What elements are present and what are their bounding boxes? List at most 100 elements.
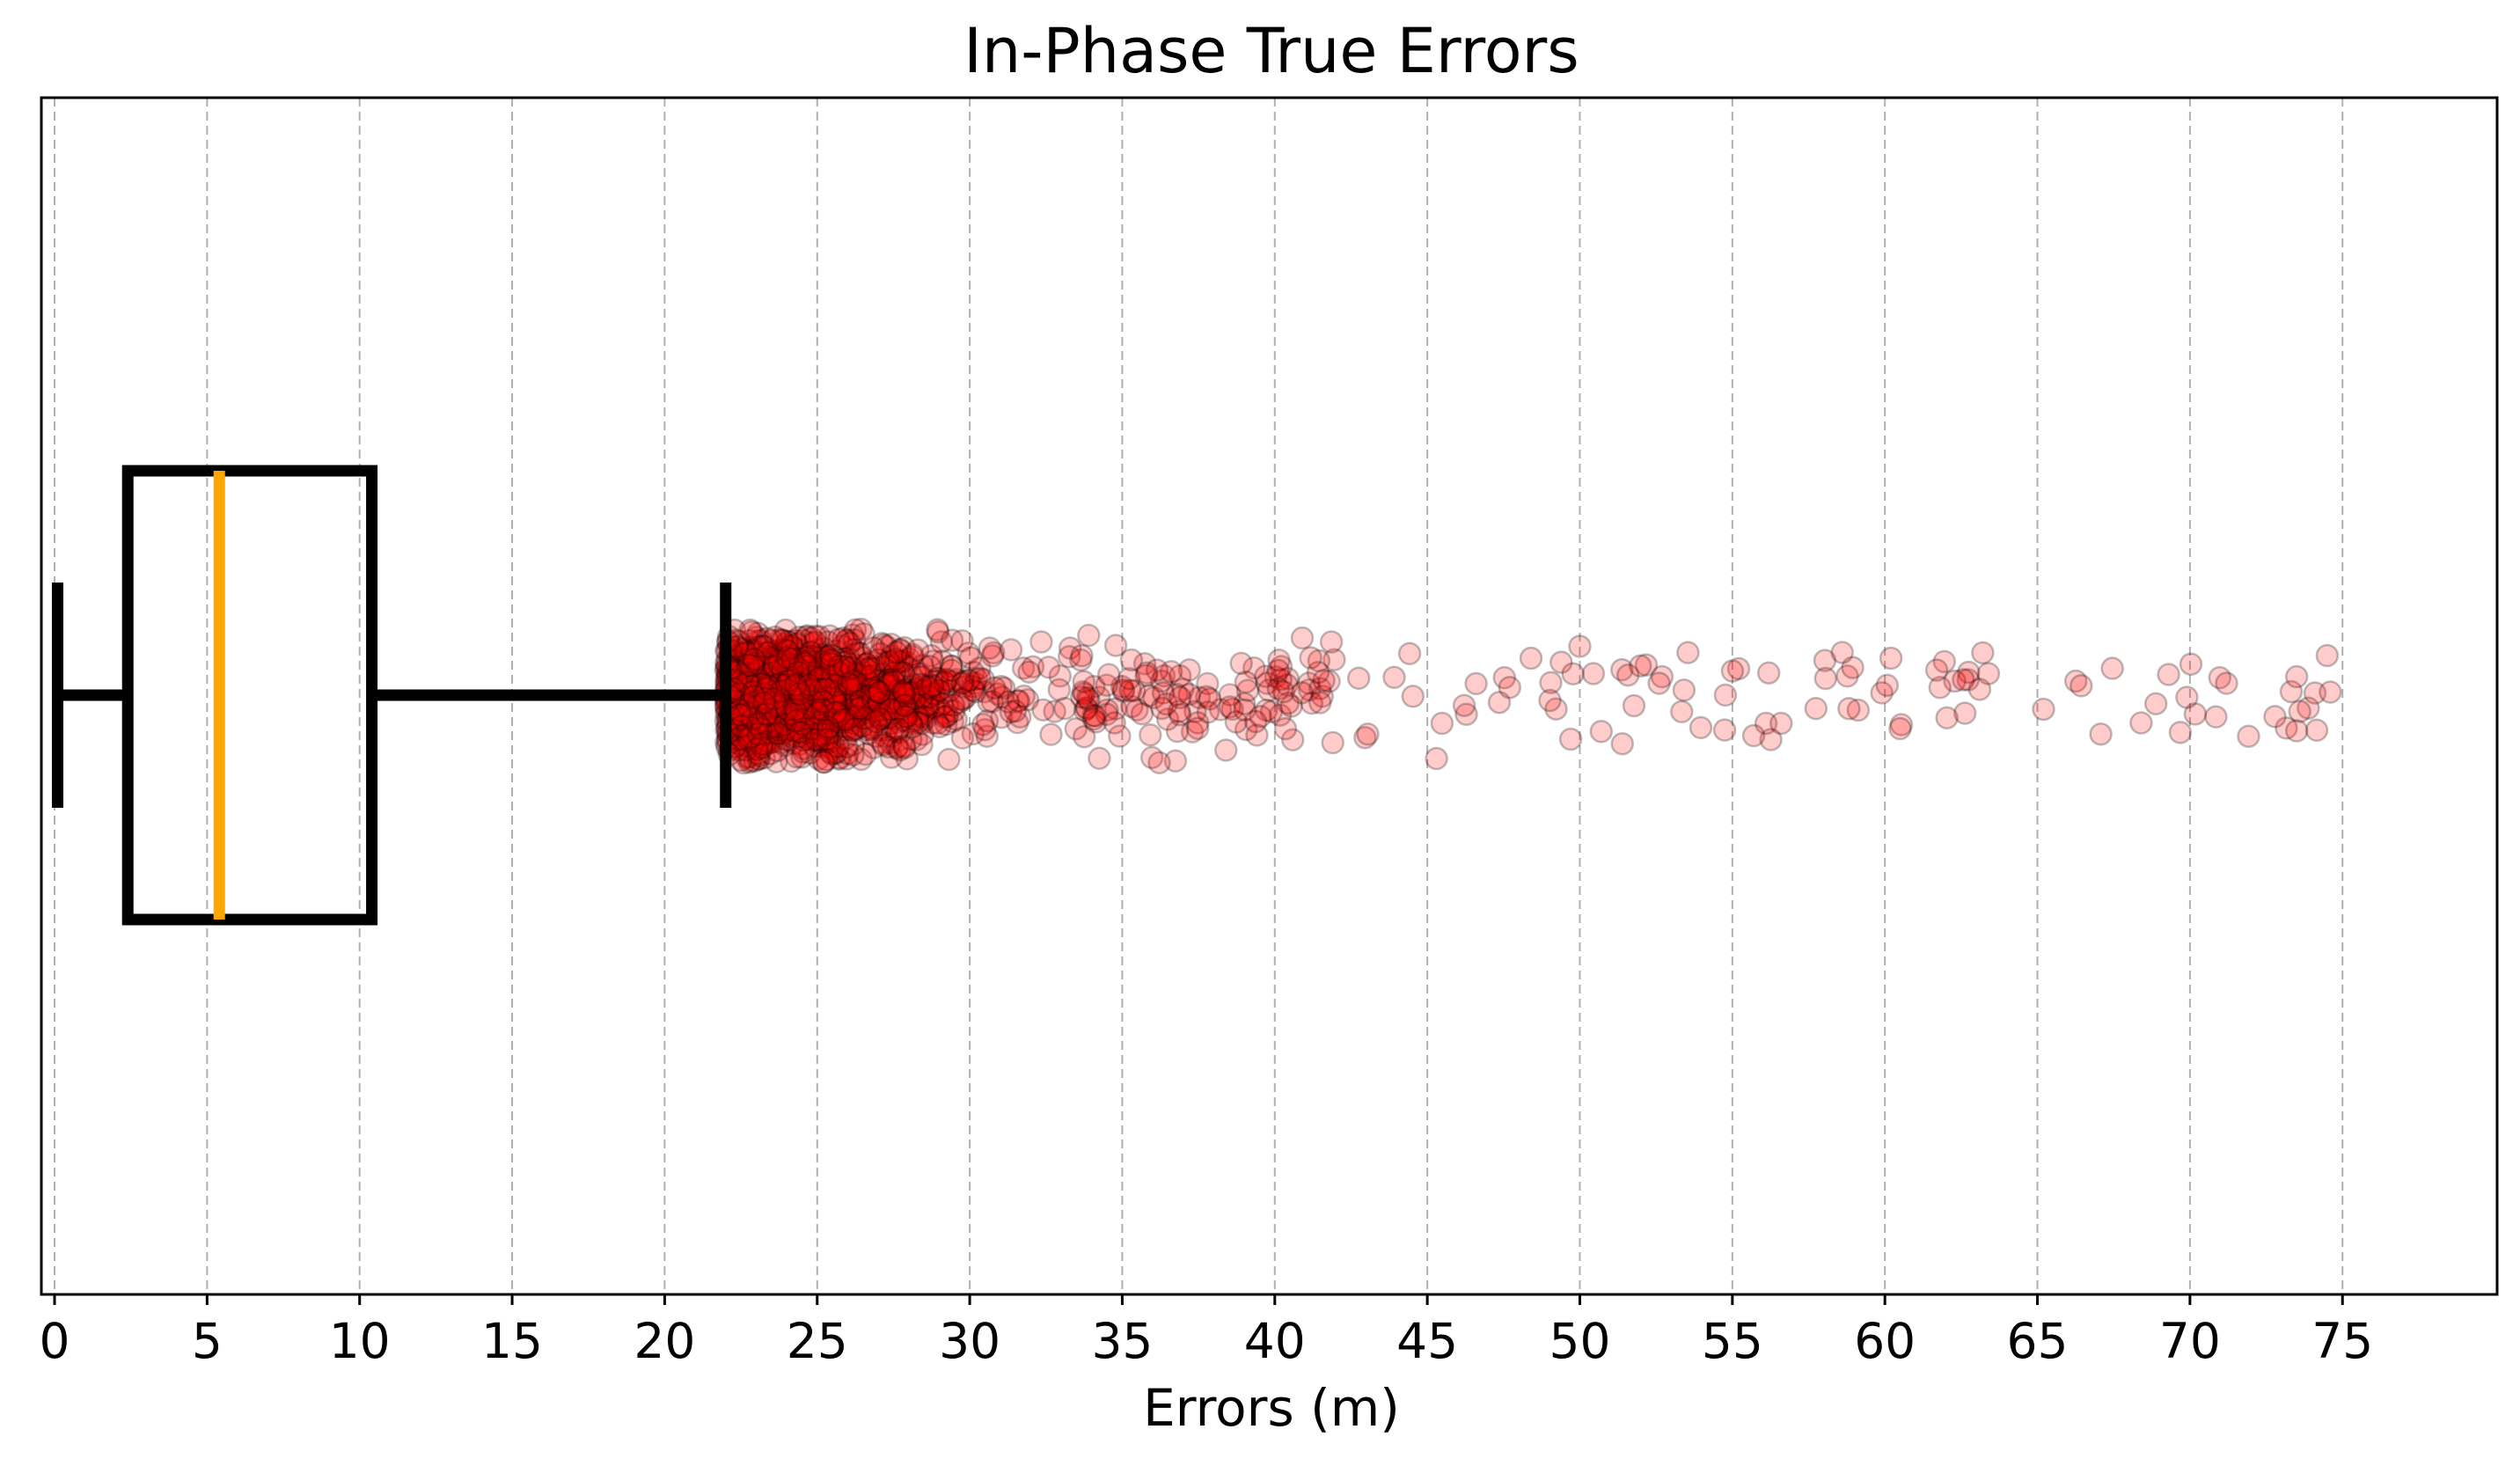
outlier-point	[837, 688, 861, 712]
outlier-point	[846, 698, 871, 722]
outlier-point	[770, 693, 795, 717]
outlier-point	[809, 693, 833, 716]
outlier-point	[818, 699, 843, 723]
outlier-point	[766, 670, 790, 693]
outlier-point	[1077, 688, 1101, 712]
outlier-point	[807, 685, 831, 709]
outlier-point	[888, 737, 912, 762]
outlier-point	[1943, 669, 1967, 693]
outlier-point	[806, 699, 830, 722]
outlier-point	[865, 694, 890, 718]
outlier-point	[774, 656, 799, 681]
outlier-point	[752, 683, 777, 707]
outlier-point	[758, 678, 782, 701]
outlier-point	[1741, 723, 1766, 748]
outlier-point	[900, 645, 925, 669]
outlier-point	[1273, 716, 1298, 741]
outlier-point	[775, 698, 799, 722]
outlier-point	[752, 746, 776, 770]
outlier-point	[2319, 680, 2342, 704]
outlier-point	[817, 624, 842, 648]
outlier-point	[766, 728, 790, 751]
outlier-point	[846, 641, 869, 665]
outlier-point	[732, 652, 756, 676]
outlier-point	[733, 702, 758, 726]
outlier-point	[758, 680, 783, 705]
outlier-point	[759, 681, 784, 705]
outlier-point	[742, 659, 766, 683]
outlier-point	[850, 663, 875, 688]
outlier-point	[766, 722, 789, 745]
outlier-point	[937, 747, 961, 772]
outlier-point	[2263, 705, 2287, 729]
outlier-point	[741, 697, 765, 721]
outlier-point	[850, 694, 875, 719]
outlier-point	[809, 685, 834, 709]
outlier-point	[796, 663, 820, 687]
outlier-point	[1382, 665, 1406, 690]
outlier-point	[881, 649, 905, 673]
outlier-point	[766, 691, 791, 715]
outlier-point	[762, 691, 787, 715]
x-tick-label: 35	[1091, 1313, 1153, 1369]
outlier-point	[862, 655, 887, 678]
outlier-point	[763, 654, 788, 678]
outlier-point	[884, 640, 909, 664]
outlier-point	[782, 706, 806, 730]
outlier-point	[825, 695, 850, 719]
outlier-point	[766, 681, 790, 705]
outlier-point	[751, 686, 776, 710]
outlier-point	[796, 713, 820, 737]
outlier-point	[732, 687, 756, 712]
outlier-point	[1841, 656, 1864, 679]
outlier-point	[861, 678, 886, 702]
outlier-point	[900, 681, 924, 705]
outlier-point	[779, 654, 802, 678]
outlier-point	[766, 693, 789, 718]
outlier-point	[802, 703, 826, 728]
outlier-point	[750, 678, 773, 702]
outlier-point	[758, 670, 782, 694]
outlier-point	[781, 719, 805, 743]
outlier-point	[842, 627, 867, 652]
outlier-point	[738, 695, 762, 719]
outlier-point	[824, 698, 848, 722]
outlier-point	[755, 715, 780, 739]
x-tick-label: 65	[2007, 1313, 2069, 1369]
outlier-point	[809, 722, 833, 746]
outlier-point	[730, 715, 754, 739]
outlier-point	[837, 647, 861, 671]
outlier-point	[2100, 656, 2124, 680]
outlier-point	[818, 658, 843, 683]
outlier-point	[1558, 727, 1583, 751]
outlier-point	[756, 715, 780, 739]
outlier-point	[828, 680, 853, 704]
outlier-point	[1492, 665, 1517, 690]
outlier-point	[739, 636, 764, 661]
outlier-point	[823, 689, 846, 713]
outlier-point	[736, 678, 760, 703]
outlier-point	[771, 674, 795, 699]
outlier-point	[876, 692, 901, 715]
outlier-point	[781, 683, 806, 707]
outlier-point	[804, 708, 829, 733]
outlier-point	[751, 673, 776, 697]
outlier-point	[793, 707, 817, 730]
outlier-point	[749, 690, 773, 714]
outlier-point	[750, 670, 774, 694]
outlier-point	[1165, 719, 1190, 744]
outlier-point	[1151, 681, 1176, 705]
outlier-point	[805, 667, 830, 692]
outlier-point	[743, 700, 767, 723]
outlier-point	[734, 734, 758, 758]
outlier-point	[882, 701, 905, 725]
outlier-point	[785, 702, 809, 726]
outlier-point	[742, 649, 766, 673]
outlier-point	[737, 751, 762, 774]
outlier-point	[898, 710, 923, 734]
outlier-point	[799, 690, 824, 715]
outlier-point	[914, 698, 939, 722]
outlier-point	[730, 697, 755, 722]
outlier-point	[791, 705, 816, 729]
outlier-point	[811, 735, 835, 759]
